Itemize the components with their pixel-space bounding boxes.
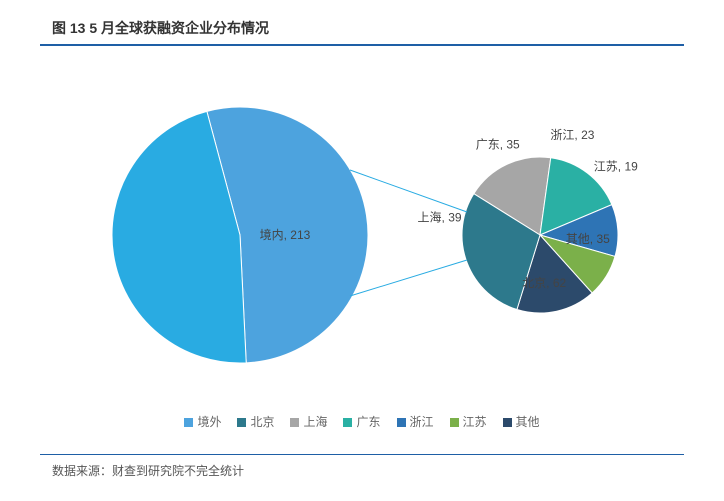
slice-label-浙江: 浙江, 23 bbox=[550, 128, 594, 142]
legend-swatch bbox=[290, 418, 299, 427]
footer-rule bbox=[40, 454, 684, 455]
legend-label: 广东 bbox=[356, 415, 380, 429]
data-source: 数据来源：财查到研究院不完全统计 bbox=[52, 462, 244, 479]
legend-label: 上海 bbox=[303, 415, 327, 429]
connector-line-1 bbox=[350, 260, 467, 296]
legend-item-其他: 其他 bbox=[503, 413, 540, 430]
slice-label-上海: 上海, 39 bbox=[418, 209, 462, 224]
slice-label-北京: 北京, 62 bbox=[522, 276, 566, 290]
chart-title: 图 13 5 月全球获融资企业分布情况 bbox=[52, 18, 269, 38]
legend-swatch bbox=[450, 418, 459, 427]
legend-swatch bbox=[503, 418, 512, 427]
slice-label-境内: 境内, 213 bbox=[260, 227, 311, 242]
legend-label: 江苏 bbox=[463, 415, 487, 429]
legend-swatch bbox=[397, 418, 406, 427]
legend-swatch bbox=[184, 418, 193, 427]
legend-swatch bbox=[237, 418, 246, 427]
legend-item-上海: 上海 bbox=[290, 413, 327, 430]
chart-area: 境外, 244境内, 213上海, 39广东, 35浙江, 23江苏, 19其他… bbox=[40, 60, 684, 440]
legend-item-浙江: 浙江 bbox=[397, 413, 434, 430]
legend-item-北京: 北京 bbox=[237, 413, 274, 430]
slice-label-江苏: 江苏, 19 bbox=[594, 160, 638, 174]
title-rule bbox=[40, 44, 684, 46]
legend-item-江苏: 江苏 bbox=[450, 413, 487, 430]
legend-label: 其他 bbox=[516, 415, 540, 429]
legend-item-广东: 广东 bbox=[343, 413, 380, 430]
legend-label: 北京 bbox=[250, 415, 274, 429]
legend-swatch bbox=[343, 418, 352, 427]
slice-label-其他: 其他, 35 bbox=[566, 232, 610, 246]
pie-svg: 境外, 244境内, 213上海, 39广东, 35浙江, 23江苏, 19其他… bbox=[40, 60, 684, 400]
legend-label: 浙江 bbox=[410, 415, 434, 429]
connector-line-0 bbox=[350, 170, 467, 212]
legend: 境外 北京 上海 广东 浙江 江苏 其他 bbox=[40, 413, 684, 430]
legend-item-境外: 境外 bbox=[184, 413, 221, 430]
legend-label: 境外 bbox=[197, 415, 221, 429]
slice-label-广东: 广东, 35 bbox=[476, 137, 520, 151]
